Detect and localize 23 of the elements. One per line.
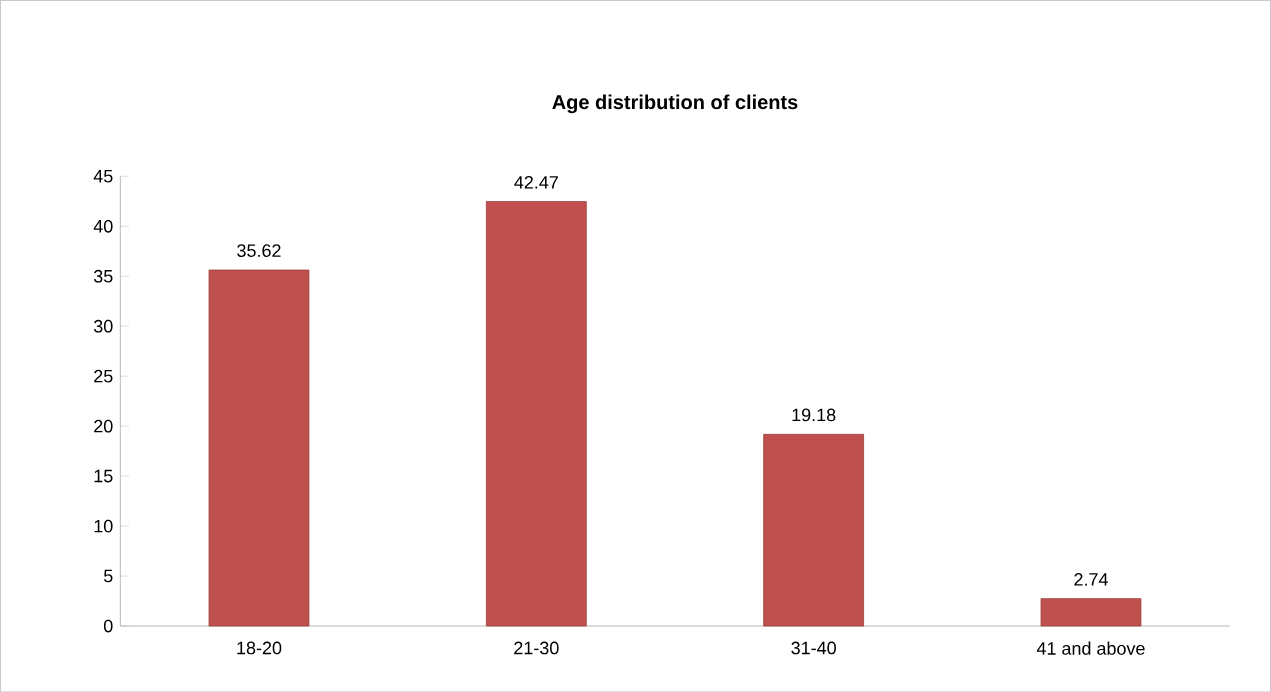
y-tick-label: 25 [94, 369, 113, 383]
y-tick-label: 45 [93, 169, 113, 183]
bar [485, 200, 587, 627]
y-tick-label: 10 [94, 519, 113, 533]
y-tick-label: 35 [93, 269, 113, 283]
y-tick-label: 20 [94, 419, 113, 433]
y-tick-label: 40 [93, 219, 113, 233]
chart-title: Age distribution of clients [552, 94, 798, 114]
x-tick-label: 41 and above [1036, 641, 1145, 655]
bar [208, 269, 310, 627]
bar [1040, 598, 1142, 627]
data-label: 2.74 [1074, 572, 1108, 586]
y-tick-label: 5 [103, 569, 113, 583]
y-tick-label: 15 [94, 469, 113, 483]
x-tick-label: 18-20 [237, 641, 282, 655]
data-label: 42.47 [514, 175, 558, 189]
x-tick-label: 31-40 [791, 641, 836, 655]
bar [763, 433, 865, 627]
data-label: 35.62 [237, 244, 281, 257]
y-tick-label: 30 [93, 319, 113, 333]
y-tick-label: 0 [103, 619, 113, 633]
data-label: 19.18 [792, 408, 836, 422]
x-tick-label: 21-30 [514, 641, 559, 655]
